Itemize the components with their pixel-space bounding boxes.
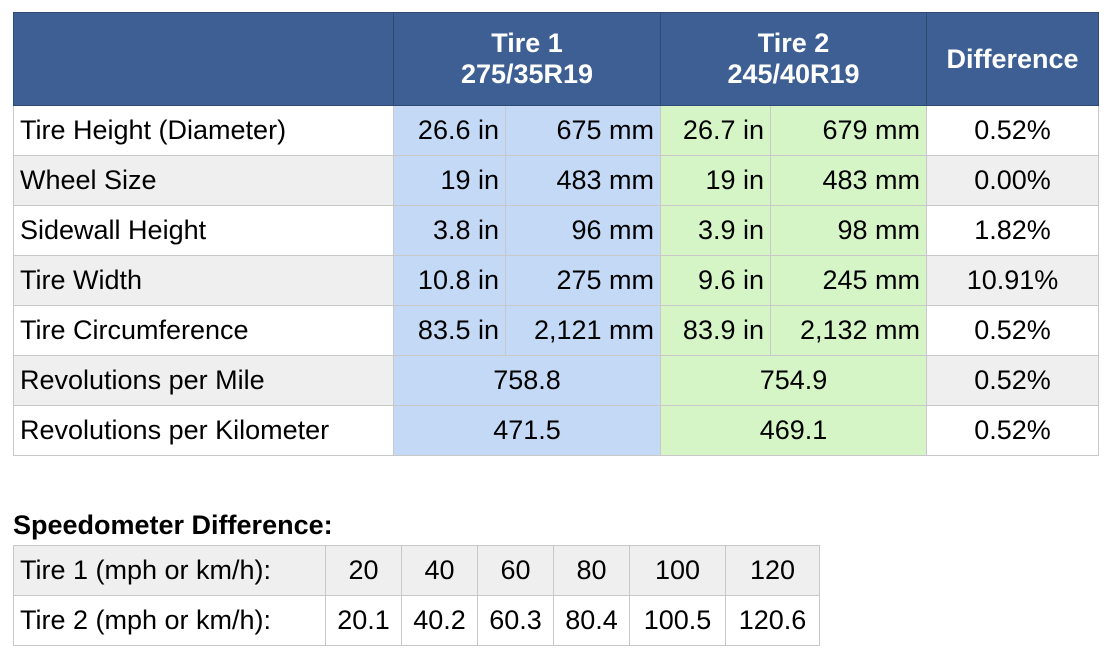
difference: 10.91%	[926, 255, 1099, 306]
speed-value: 120	[725, 545, 820, 596]
tire2-in: 83.9 in	[660, 305, 771, 356]
speed-value: 100	[629, 545, 726, 596]
header-tire1: Tire 1 275/35R19	[393, 12, 661, 106]
difference: 0.52%	[926, 105, 1099, 156]
row-label: Tire 1 (mph or km/h):	[13, 545, 326, 596]
difference: 0.52%	[926, 355, 1099, 406]
speed-value: 80	[553, 545, 630, 596]
tire2-value: 469.1	[660, 405, 927, 456]
header-tire2: Tire 2 245/40R19	[660, 12, 927, 106]
difference: 1.82%	[926, 205, 1099, 256]
tire1-mm: 96 mm	[505, 205, 661, 256]
row-label: Tire Width	[13, 255, 394, 306]
speed-value: 40.2	[401, 595, 478, 646]
section-title: Speedometer Difference:	[13, 510, 333, 540]
tire2-in: 9.6 in	[660, 255, 771, 306]
table-body: Tire Height (Diameter) 26.6 in 675 mm 26.7 …	[13, 105, 1099, 456]
tire1-mm: 2,121 mm	[505, 305, 661, 356]
tire2-in: 19 in	[660, 155, 771, 206]
speed-value: 120.6	[725, 595, 820, 646]
tire2-name: Tire 2	[757, 28, 830, 58]
table-row: Tire Width 10.8 in 275 mm 9.6 in 245 mm 10.91…	[13, 255, 1099, 306]
row-label: Tire Circumference	[13, 305, 394, 356]
row-label: Tire 2 (mph or km/h):	[13, 595, 326, 646]
row-label: Revolutions per Kilometer	[13, 405, 394, 456]
header-difference: Difference	[926, 12, 1099, 106]
header-blank	[13, 12, 394, 106]
tire2-mm: 483 mm	[770, 155, 927, 206]
tire1-value: 758.8	[393, 355, 661, 406]
speed-value: 100.5	[629, 595, 726, 646]
tire1-in: 19 in	[393, 155, 506, 206]
speed-value: 60	[477, 545, 554, 596]
table-row: Tire 1 (mph or km/h): 20 40 60 80 100 120	[13, 545, 820, 596]
speed-value: 60.3	[477, 595, 554, 646]
table-row: Tire Height (Diameter) 26.6 in 675 mm 26.7 …	[13, 105, 1099, 156]
tire2-size: 245/40R19	[727, 59, 860, 89]
header-row: Tire 1 275/35R19 Tire 2 245/40R19 Differen…	[13, 12, 1099, 106]
speed-value: 40	[401, 545, 478, 596]
difference: 0.52%	[926, 405, 1099, 456]
tire-comparison-table: Tire 1 275/35R19 Tire 2 245/40R19 Differen…	[13, 12, 1099, 456]
tire2-mm: 679 mm	[770, 105, 927, 156]
row-label: Revolutions per Mile	[13, 355, 394, 406]
speed-value: 80.4	[553, 595, 630, 646]
row-label: Tire Height (Diameter)	[13, 105, 394, 156]
tire2-in: 26.7 in	[660, 105, 771, 156]
tire1-size: 275/35R19	[460, 59, 594, 89]
difference: 0.52%	[926, 305, 1099, 356]
table-row: Wheel Size 19 in 483 mm 19 in 483 mm 0.00%	[13, 155, 1099, 206]
row-label: Wheel Size	[13, 155, 394, 206]
tire2-mm: 2,132 mm	[770, 305, 927, 356]
speed-value: 20.1	[325, 595, 402, 646]
tire2-in: 3.9 in	[660, 205, 771, 256]
tire1-in: 83.5 in	[393, 305, 506, 356]
tire2-value: 754.9	[660, 355, 927, 406]
tire1-mm: 275 mm	[505, 255, 661, 306]
speedometer-table: Tire 1 (mph or km/h): 20 40 60 80 100 120 Tire …	[13, 545, 820, 646]
tire1-in: 10.8 in	[393, 255, 506, 306]
tire1-mm: 483 mm	[505, 155, 661, 206]
tire1-mm: 675 mm	[505, 105, 661, 156]
table-body: Tire 1 (mph or km/h): 20 40 60 80 100 120 Tire …	[13, 545, 820, 646]
tire1-in: 26.6 in	[393, 105, 506, 156]
difference: 0.00%	[926, 155, 1099, 206]
table-row: Tire 2 (mph or km/h): 20.1 40.2 60.3 80.4 100…	[13, 595, 820, 646]
speed-value: 20	[325, 545, 402, 596]
tire1-name: Tire 1	[491, 28, 563, 58]
table-row: Revolutions per Mile 758.8 754.9 0.52%	[13, 355, 1099, 406]
tire2-mm: 245 mm	[770, 255, 927, 306]
tire1-value: 471.5	[393, 405, 661, 456]
tire1-in: 3.8 in	[393, 205, 506, 256]
tire2-mm: 98 mm	[770, 205, 927, 256]
row-label: Sidewall Height	[13, 205, 394, 256]
table-row: Revolutions per Kilometer 471.5 469.1 0.52%	[13, 405, 1099, 456]
table-row: Tire Circumference 83.5 in 2,121 mm 83.9 in…	[13, 305, 1099, 356]
table-row: Sidewall Height 3.8 in 96 mm 3.9 in 98 mm 1.8…	[13, 205, 1099, 256]
